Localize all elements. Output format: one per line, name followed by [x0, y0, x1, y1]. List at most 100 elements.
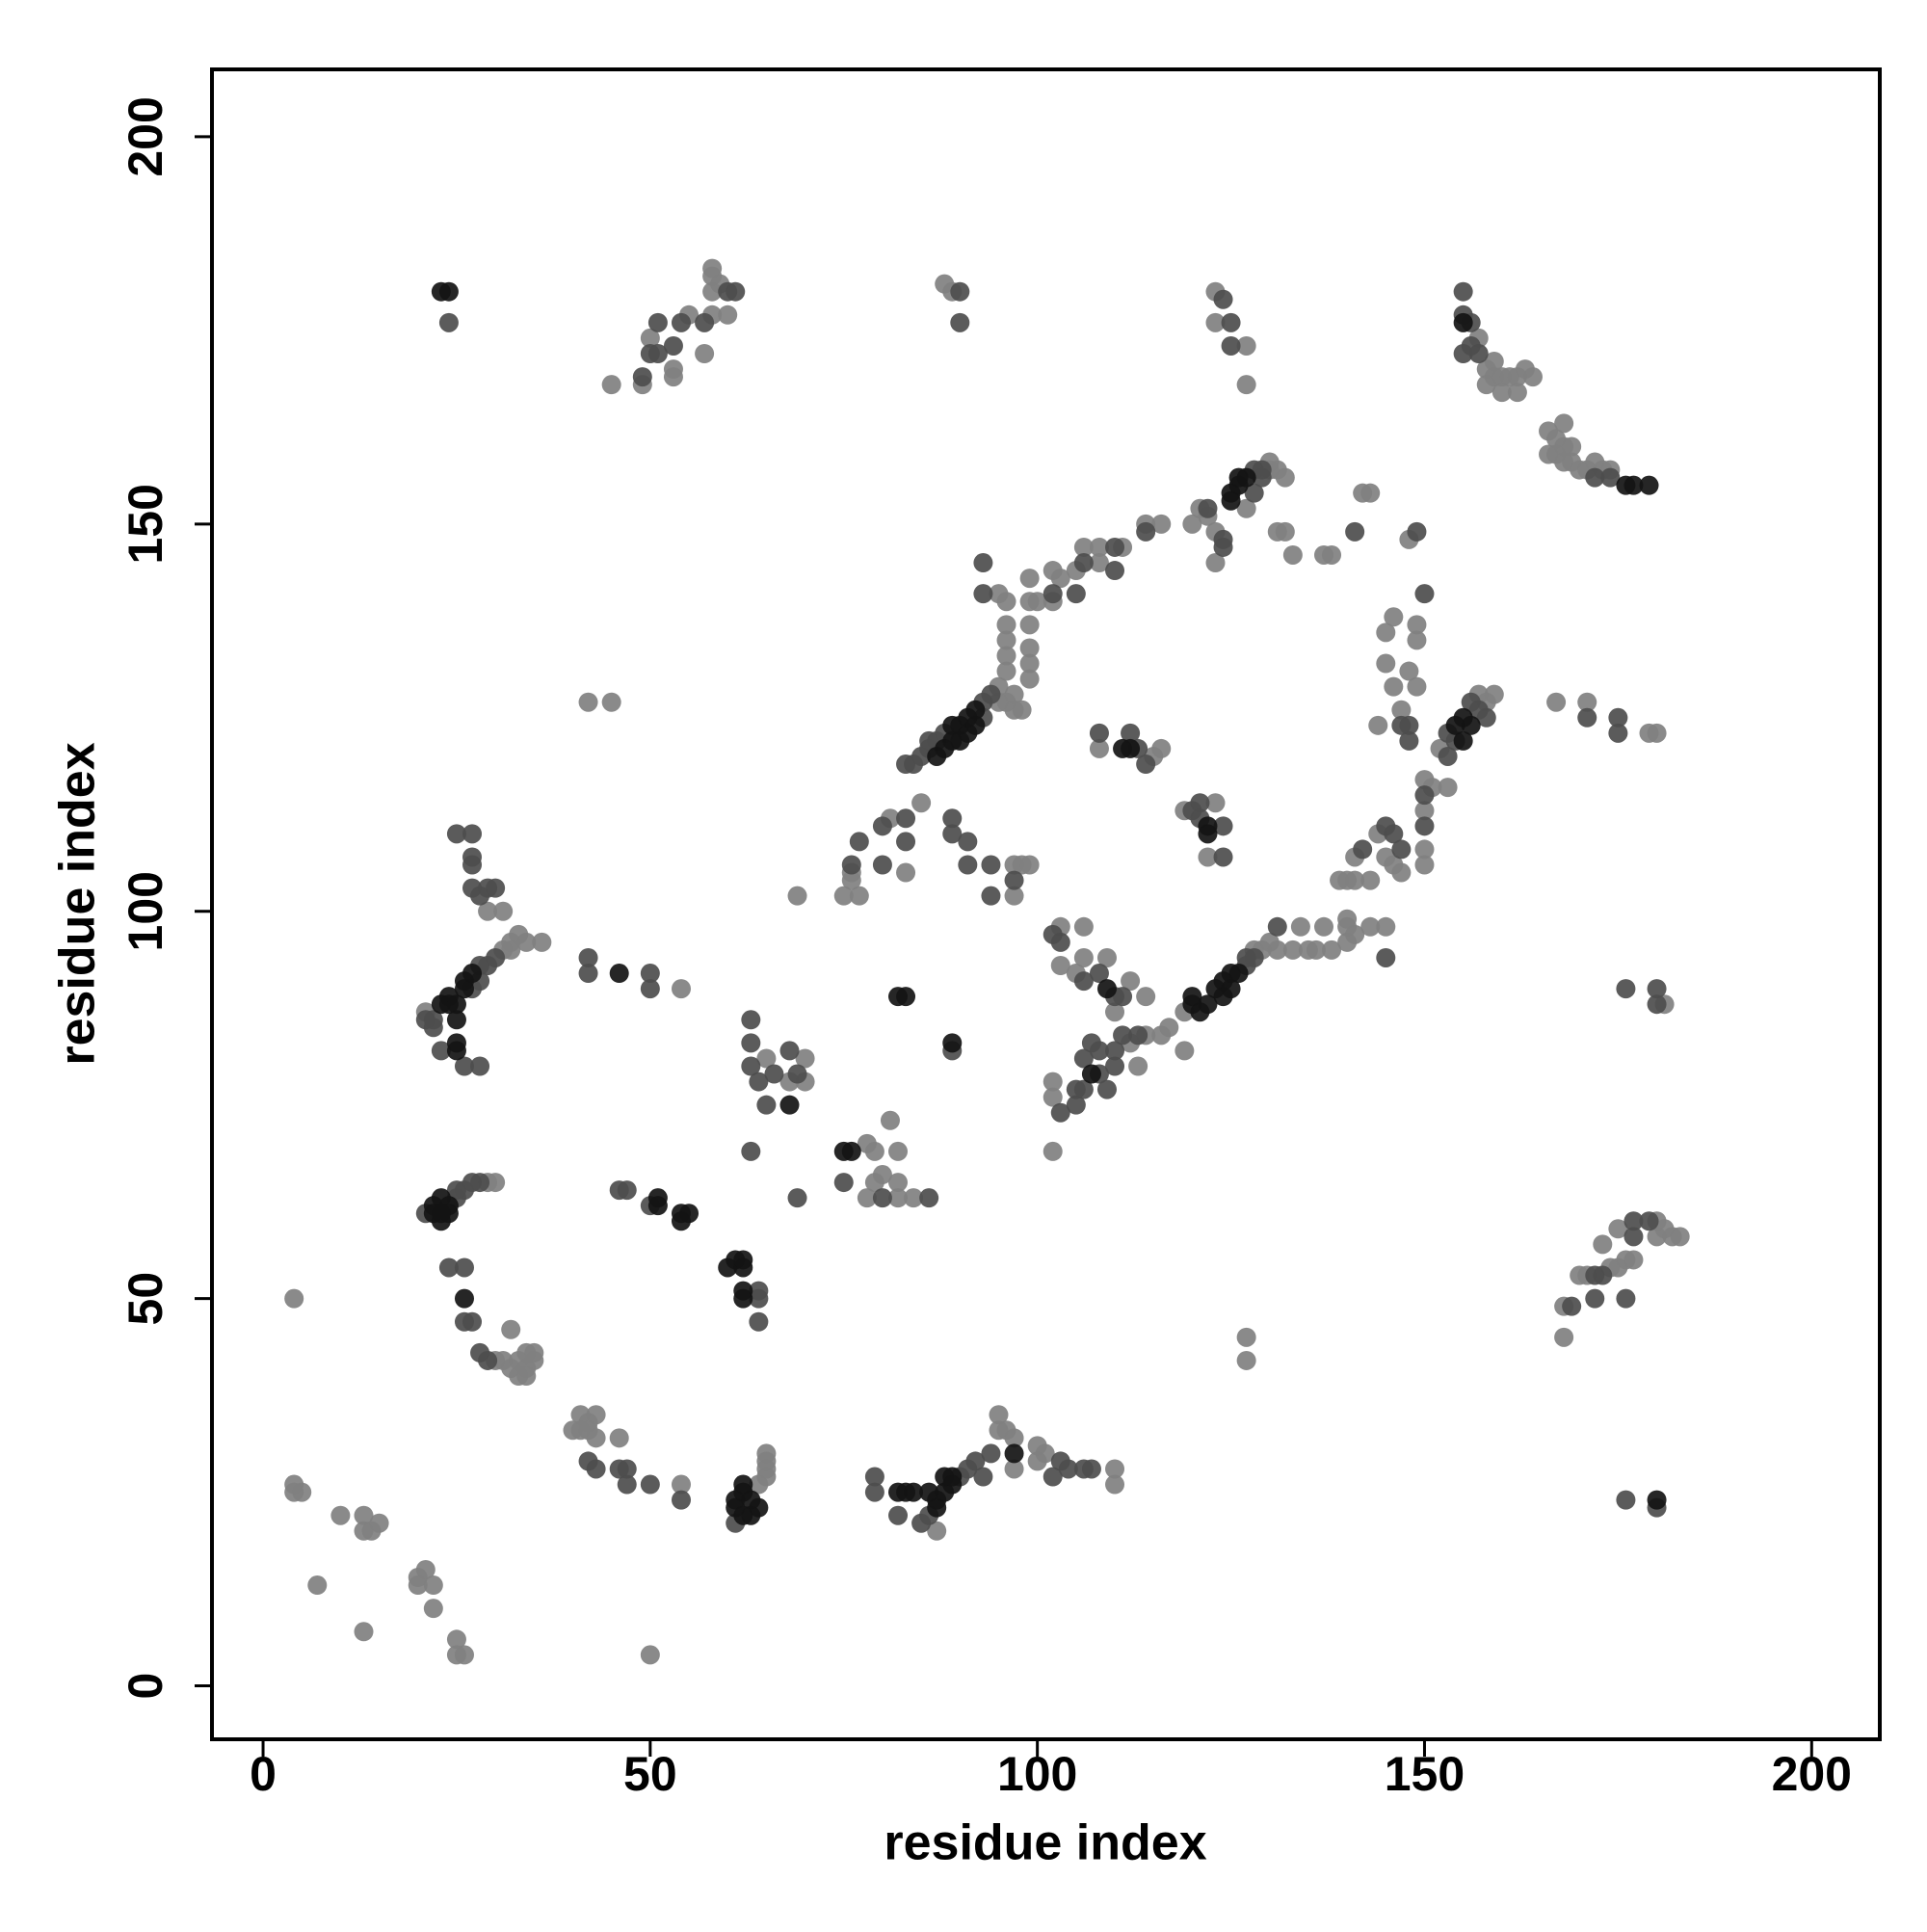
data-point — [438, 312, 459, 332]
data-point — [888, 1188, 909, 1208]
data-point — [1353, 839, 1373, 860]
data-point — [1236, 498, 1256, 518]
data-point — [989, 1405, 1009, 1425]
data-point — [1213, 537, 1233, 557]
data-point — [1407, 676, 1427, 697]
data-point — [330, 1505, 351, 1525]
data-point — [950, 281, 970, 302]
y-tick-label: 100 — [119, 871, 172, 951]
data-point — [354, 1622, 374, 1642]
data-point — [896, 862, 916, 883]
data-point — [880, 1110, 900, 1130]
data-point — [1151, 738, 1172, 758]
data-point — [601, 692, 621, 712]
data-point — [1468, 343, 1489, 363]
data-point — [1043, 1467, 1063, 1487]
data-point — [1182, 987, 1202, 1007]
data-point — [833, 1173, 854, 1193]
data-point — [965, 715, 986, 735]
data-point — [756, 1048, 777, 1069]
data-point — [989, 584, 1009, 604]
data-point — [749, 1311, 769, 1332]
data-point — [1414, 584, 1435, 604]
data-point — [1043, 584, 1063, 604]
data-point — [1608, 707, 1628, 728]
data-point — [663, 367, 683, 387]
data-point — [896, 987, 916, 1007]
data-point — [501, 940, 521, 960]
data-point — [1236, 1350, 1256, 1370]
data-point — [1198, 498, 1218, 518]
data-point — [640, 979, 660, 999]
data-point — [1221, 979, 1241, 999]
data-point — [741, 1010, 761, 1030]
data-point — [1376, 916, 1396, 937]
data-point — [1577, 692, 1597, 712]
data-point — [864, 1467, 884, 1487]
data-point — [1105, 1002, 1125, 1022]
data-point — [1105, 1041, 1125, 1061]
data-point — [1043, 1087, 1063, 1107]
data-point — [1089, 723, 1109, 743]
data-point — [1384, 676, 1404, 697]
data-point — [454, 1288, 474, 1309]
data-point — [640, 964, 660, 984]
data-point — [1151, 514, 1172, 534]
data-point — [749, 1288, 769, 1309]
data-point — [1461, 715, 1481, 735]
data-point — [632, 367, 652, 387]
data-point — [958, 832, 978, 852]
data-point — [1577, 707, 1597, 728]
data-point — [1004, 1443, 1024, 1464]
data-point — [431, 1204, 451, 1224]
data-point — [965, 700, 986, 720]
data-point — [1453, 343, 1473, 363]
data-point — [1275, 467, 1295, 488]
data-point — [1345, 521, 1365, 542]
data-point — [1244, 947, 1264, 967]
data-point — [942, 824, 963, 844]
data-point — [1244, 483, 1264, 503]
data-point — [617, 1474, 637, 1495]
points — [284, 258, 1690, 1665]
data-point — [617, 1180, 637, 1201]
data-point — [462, 855, 483, 875]
data-point — [671, 1474, 691, 1495]
data-point — [896, 832, 916, 852]
data-point — [454, 1056, 474, 1076]
data-point — [1221, 335, 1241, 356]
data-point — [1414, 785, 1435, 806]
data-point — [973, 553, 993, 573]
data-point — [942, 808, 963, 829]
data-point — [1345, 924, 1365, 944]
data-point — [1096, 947, 1117, 967]
data-point — [1004, 870, 1024, 890]
data-point — [841, 1141, 861, 1161]
data-point — [1368, 715, 1388, 735]
data-point — [663, 335, 683, 356]
data-point — [1484, 684, 1504, 704]
data-point — [1360, 483, 1381, 503]
x-tick-label: 50 — [623, 1747, 677, 1801]
data-point — [408, 1575, 428, 1596]
data-point — [1213, 289, 1233, 309]
data-point — [1205, 793, 1226, 813]
data-point — [1089, 553, 1109, 573]
data-point — [726, 281, 746, 302]
data-point — [942, 1467, 963, 1487]
data-point — [888, 1505, 909, 1525]
data-point — [756, 1443, 777, 1464]
data-point — [1073, 916, 1094, 937]
data-point — [942, 1033, 963, 1053]
data-point — [1616, 1288, 1636, 1309]
data-point — [1073, 1048, 1094, 1069]
data-point — [958, 855, 978, 875]
data-point — [702, 258, 723, 278]
data-point — [733, 1250, 753, 1270]
data-point — [1322, 544, 1342, 565]
data-point — [462, 824, 483, 844]
data-point — [1507, 383, 1527, 403]
data-point — [470, 1173, 490, 1193]
data-point — [1438, 746, 1458, 766]
data-point — [904, 1188, 924, 1208]
